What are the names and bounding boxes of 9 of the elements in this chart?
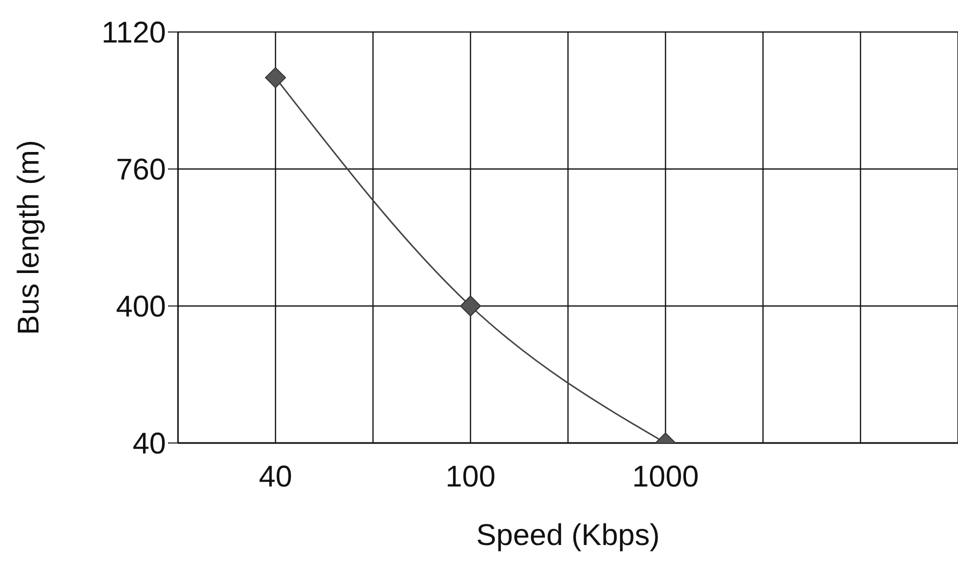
y-tick-label: 40 — [132, 428, 166, 461]
x-tick-label: 40 — [258, 460, 292, 494]
y-axis-title: Bus length (m) — [12, 140, 46, 336]
y-tick-label: 400 — [116, 290, 166, 324]
x-axis-title: Speed (Kbps) — [476, 519, 660, 552]
y-tick-label: 1120 — [101, 16, 166, 50]
x-tick-label: 1000 — [632, 460, 699, 494]
x-tick-label: 100 — [445, 460, 496, 494]
y-tick-label: 760 — [116, 154, 166, 187]
